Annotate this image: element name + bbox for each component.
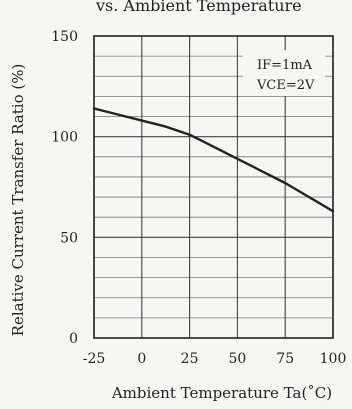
annotation-if: IF=1mA [257,58,313,73]
x-tick-labels: -25 0 25 50 75 100 [83,351,347,367]
y-tick-label: 100 [51,130,78,146]
x-tick-label: 100 [320,351,347,367]
x-tick-label: 25 [181,351,199,367]
x-tick-label: 50 [228,351,246,367]
chart-title: vs. Ambient Temperature [95,0,302,15]
y-tick-label: 150 [51,29,78,45]
annotation-background [243,50,325,96]
x-axis-label: Ambient Temperature Ta(˚C) [111,384,332,402]
y-tick-label: 50 [60,230,78,246]
condition-annotation: IF=1mA VCE=2V [243,50,325,96]
x-tick-label: 75 [276,351,294,367]
y-tick-labels: 0 50 100 150 [51,29,78,347]
series-line [92,107,335,213]
x-tick-label: 0 [137,351,146,367]
plot-frame [93,35,334,339]
x-tick-label: -25 [83,351,106,367]
y-axis-label: Relative Current Transfer Ratio (%) [9,64,27,337]
annotation-vce: VCE=2V [256,78,315,93]
y-tick-label: 0 [69,331,78,347]
